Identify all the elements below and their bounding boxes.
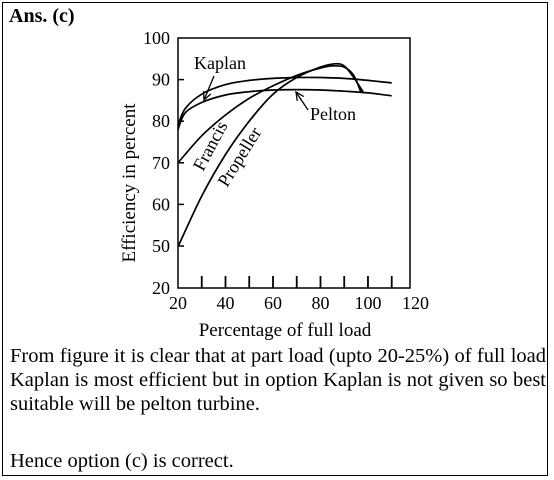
answer-frame: [2, 2, 548, 476]
kaplan-arrow-line: [203, 75, 215, 101]
efficiency-chart: 20 40 60 80 100 120 20 50 60 70 80 90 100 Kaplan Pelt…: [119, 28, 429, 341]
x-tick-label: 80: [311, 293, 329, 313]
x-tick-label: 60: [264, 293, 282, 313]
plot-area: [177, 37, 411, 289]
x-tick-label: 100: [354, 293, 381, 313]
kaplan-arrow-head: [202, 90, 212, 102]
y-tick-label: 60: [152, 194, 170, 214]
y-tick-label: 70: [152, 153, 170, 173]
plot-frame: [177, 37, 411, 289]
pelton-arrow-line: [295, 91, 309, 111]
series-label-pelton: Pelton: [310, 104, 356, 124]
x-axis-label: Percentage of full load: [199, 320, 372, 341]
tick-labels: 20 40 60 80 100 120 20 50 60 70 80 90 100: [143, 28, 429, 313]
explanation-paragraph: From figure it is clear that at part loa…: [10, 345, 546, 415]
conclusion-text: Hence option (c) is correct.: [10, 450, 234, 472]
y-tick-label: 20: [152, 278, 170, 298]
y-tick-label: 100: [143, 28, 170, 48]
series-line-pelton: [177, 88, 392, 130]
x-tick-label: 40: [216, 293, 234, 313]
series-line-propeller: [177, 62, 364, 248]
y-tick-label: 80: [152, 111, 170, 131]
series-label-kaplan: Kaplan: [194, 53, 246, 73]
x-tick-label: 120: [402, 293, 429, 313]
pelton-arrow-head: [295, 90, 305, 102]
y-tick-label: 50: [152, 236, 170, 256]
y-tick-label: 90: [152, 70, 170, 90]
answer-label: Ans. (c): [9, 5, 75, 27]
x-tick-label: 20: [169, 293, 187, 313]
tick-marks: [178, 78, 393, 288]
series-line-kaplan: [177, 76, 392, 126]
y-axis-label: Efficiency in percent: [119, 103, 140, 263]
explanation-text: From figure it is clear that at part loa…: [10, 344, 546, 416]
chart-marks: [177, 62, 392, 248]
